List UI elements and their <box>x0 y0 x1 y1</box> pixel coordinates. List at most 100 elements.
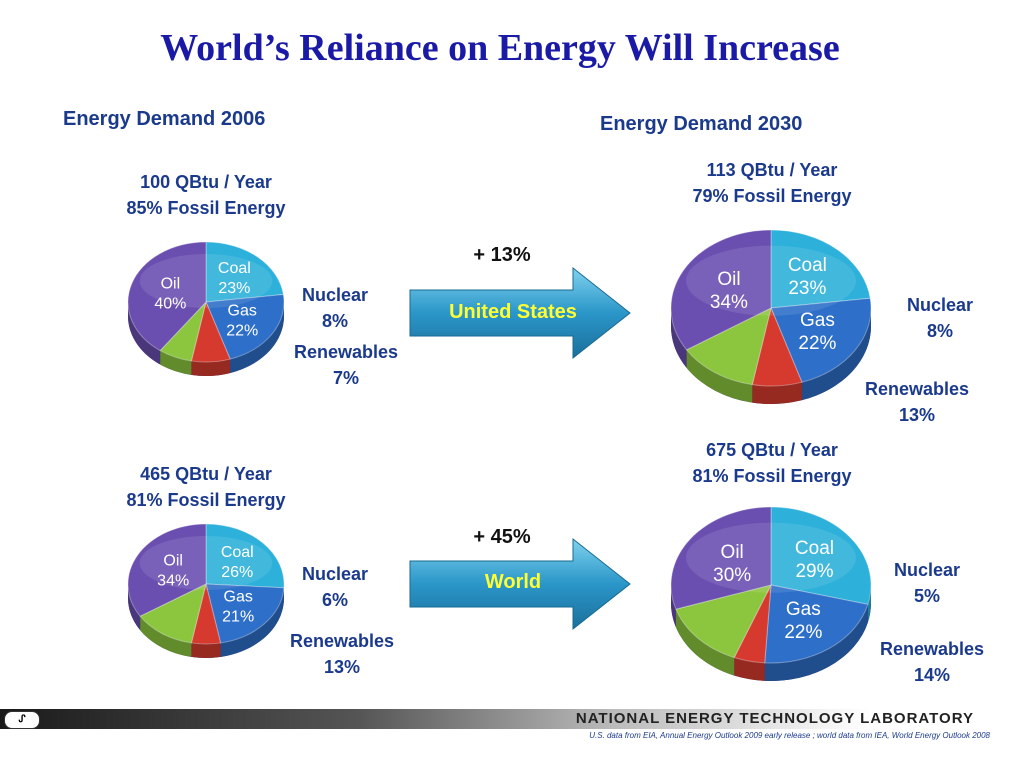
pie-slice-gas <box>764 584 869 664</box>
pie-slice-renewables <box>675 584 772 659</box>
pie-slice-oil <box>670 229 772 351</box>
us-2030-total: 113 QBtu / Year <box>706 160 838 180</box>
pie-label-oil: Oil <box>161 276 181 293</box>
pie-label-oil: Oil <box>717 269 740 290</box>
pie-side-nuclear <box>752 382 802 404</box>
label-text: Renewables <box>879 639 985 659</box>
pie-label-coal: Coal <box>221 544 254 561</box>
world-2006-fossil: 81% Fossil Energy <box>126 490 286 510</box>
pie-slice-renewables <box>685 307 772 386</box>
pie-slice-gas <box>205 293 285 360</box>
footer-source: U.S. data from EIA, Annual Energy Outloo… <box>589 731 990 740</box>
world-2030-total: 675 QBtu / Year <box>706 440 838 460</box>
arrow-right-icon <box>409 266 631 360</box>
pie-side-gas <box>220 587 284 657</box>
pie-side-gas <box>764 604 868 681</box>
pie-gloss <box>686 522 856 593</box>
pie-slice-renewables <box>159 300 207 362</box>
pie-slice-nuclear <box>733 584 772 664</box>
footer-bar <box>0 709 1024 729</box>
label-text: Nuclear <box>893 560 961 580</box>
pie-side-renewables <box>160 350 192 375</box>
us-2030-fossil: 79% Fossil Energy <box>692 186 852 206</box>
us-2006-total: 100 QBtu / Year <box>140 172 272 192</box>
pie-slice-renewables <box>139 583 207 644</box>
pie-label-gas: 22% <box>226 322 258 339</box>
pie-label-gas: Gas <box>224 588 253 605</box>
pie-label-oil: 40% <box>154 296 186 313</box>
world-2006-nuclear-label: Nuclear 6% <box>290 561 380 613</box>
pie-slice-oil <box>670 506 772 610</box>
pie-slice-oil <box>127 241 207 352</box>
pie-slice-oil <box>127 523 207 617</box>
pie-slice-nuclear <box>190 300 231 363</box>
us-2006-nuclear-label: Nuclear 8% <box>290 282 380 334</box>
world-2030-nuclear-label: Nuclear 5% <box>882 557 972 609</box>
label-text: Nuclear <box>301 564 369 584</box>
pie-slice-gas <box>770 297 872 383</box>
arrow-world: World <box>408 537 634 631</box>
label-value: 7% <box>332 368 359 388</box>
pie-side-nuclear <box>191 359 231 376</box>
label-text: Nuclear <box>301 285 369 305</box>
pie-label-coal: Coal <box>795 538 834 559</box>
world-2030-summary: 675 QBtu / Year 81% Fossil Energy <box>642 437 902 489</box>
arrow-right-icon <box>409 537 631 631</box>
arrow-label-us: United States <box>449 301 577 323</box>
pie-side-gas <box>230 302 284 374</box>
label-text: Renewables <box>289 631 395 651</box>
pie-world-2006: Coal 26% Gas 21% Oil 34% <box>127 523 285 658</box>
arrow-us: United States <box>408 266 634 360</box>
pie-label-gas: Gas <box>800 310 835 331</box>
label-value: 13% <box>323 657 361 677</box>
pie-slice-nuclear <box>751 306 803 387</box>
pie-label-gas: Gas <box>786 599 821 620</box>
pie-label-coal: 26% <box>221 564 253 581</box>
pie-label-coal: 23% <box>218 280 250 297</box>
us-2006-renewables-label: Renewables 7% <box>280 339 412 391</box>
pie-label-oil: 34% <box>157 573 189 590</box>
pie-label-gas: 22% <box>798 333 836 354</box>
label-value: 8% <box>926 321 953 341</box>
world-2006-summary: 465 QBtu / Year 81% Fossil Energy <box>76 461 336 513</box>
pie-side-oil <box>128 302 161 365</box>
us-2030-summary: 113 QBtu / Year 79% Fossil Energy <box>642 157 902 209</box>
label-text: Nuclear <box>906 295 974 315</box>
footer-organization: NATIONAL ENERGY TECHNOLOGY LABORATORY <box>575 710 974 727</box>
label-value: 5% <box>913 586 940 606</box>
pie-slice-coal <box>205 241 284 303</box>
arrow-label-world: World <box>484 571 542 593</box>
pie-gloss <box>139 536 273 590</box>
us-2006-summary: 100 QBtu / Year 85% Fossil Energy <box>76 169 336 221</box>
pie-side-coal <box>867 585 871 623</box>
pie-label-gas: Gas <box>228 302 257 319</box>
pie-side-renewables <box>140 616 192 657</box>
world-2006-total: 465 QBtu / Year <box>140 464 272 484</box>
pie-side-renewables <box>675 609 735 676</box>
world-2006-renewables-label: Renewables 13% <box>276 628 408 680</box>
netl-logo: ᔑ <box>4 711 40 729</box>
section-title-2030: Energy Demand 2030 <box>600 113 803 135</box>
pie-slice-coal <box>770 506 872 605</box>
label-value: 6% <box>321 590 348 610</box>
section-title-2006: Energy Demand 2006 <box>63 108 266 130</box>
pie-gloss <box>686 245 856 316</box>
us-2030-nuclear-label: Nuclear 8% <box>895 292 985 344</box>
label-text: Renewables <box>864 379 970 399</box>
growth-world: + 45% <box>473 526 531 548</box>
pie-slice-coal <box>205 523 285 589</box>
pie-label-oil: 30% <box>713 565 751 586</box>
pie-side-renewables <box>686 349 753 403</box>
pie-label-gas: 22% <box>784 622 822 643</box>
pie-slice-coal <box>770 229 871 309</box>
us-2030-renewables-label: Renewables 13% <box>851 376 983 428</box>
pie-label-oil: Oil <box>163 553 183 570</box>
pie-label-oil: 34% <box>710 292 748 313</box>
pie-side-nuclear <box>734 657 765 681</box>
pie-side-gas <box>801 308 871 401</box>
pie-label-gas: 21% <box>222 608 254 625</box>
pie-us-2006: Coal 23% Gas 22% Oil 40% <box>127 241 285 376</box>
pie-side-oil <box>671 308 687 368</box>
us-2006-fossil: 85% Fossil Energy <box>126 198 286 218</box>
